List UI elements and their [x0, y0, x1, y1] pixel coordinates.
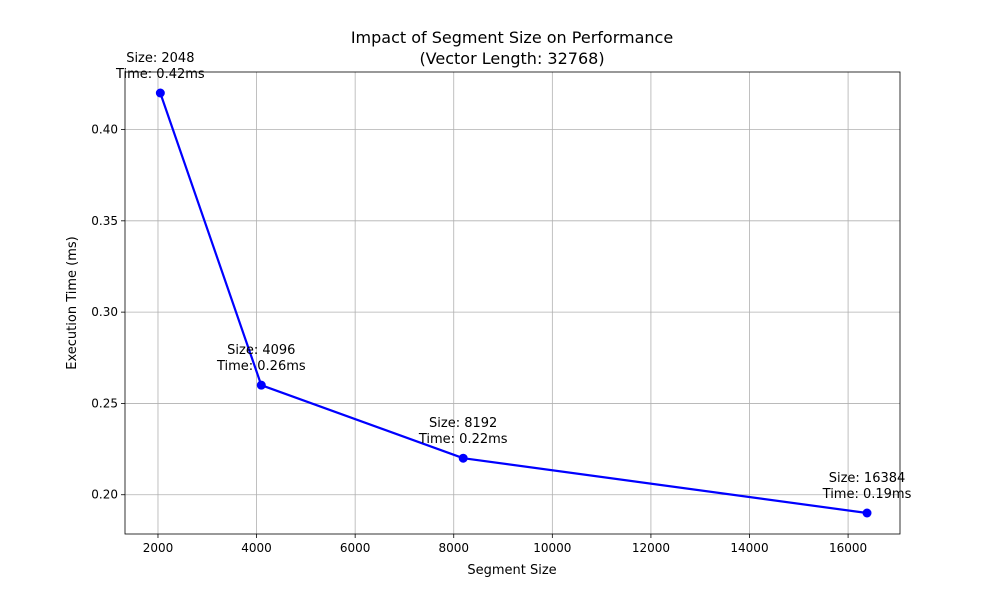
data-point — [155, 88, 165, 98]
data-label-time: Time: 0.19ms — [822, 487, 912, 502]
y-tick-label: 0.25 — [91, 396, 118, 410]
x-tick-label: 4000 — [241, 541, 272, 555]
data-label-time: Time: 0.22ms — [418, 432, 508, 447]
data-label-time: Time: 0.26ms — [216, 359, 306, 374]
y-tick-label: 0.30 — [91, 305, 118, 319]
plot-frame — [124, 71, 901, 535]
x-tick-label: 16000 — [829, 541, 867, 555]
data-label-size: Size: 4096 — [227, 343, 295, 358]
x-tick-label: 8000 — [438, 541, 469, 555]
x-tick-label: 10000 — [533, 541, 571, 555]
x-tick-label: 14000 — [730, 541, 768, 555]
data-point — [256, 380, 266, 390]
x-tick-label: 12000 — [632, 541, 670, 555]
y-axis-label: Execution Time (ms) — [65, 236, 80, 369]
data-label-time: Time: 0.42ms — [115, 67, 205, 82]
data-point — [862, 508, 872, 518]
y-tick-label: 0.20 — [91, 488, 118, 502]
y-tick-label: 0.40 — [91, 123, 118, 137]
grid-layer — [125, 72, 900, 534]
series-layer — [155, 88, 872, 518]
x-tick-label: 6000 — [340, 541, 371, 555]
y-tick-label: 0.35 — [91, 214, 118, 228]
axes-layer: 2000 4000 6000 8000 10000 12000 14000 16000 0.20… — [91, 71, 901, 555]
x-axis-label: Segment Size — [467, 563, 556, 578]
chart-title: Impact of Segment Size on Performance — [351, 28, 673, 47]
data-label-size: Size: 16384 — [829, 471, 906, 486]
data-point — [458, 453, 468, 463]
series-line — [159, 92, 868, 515]
chart-subtitle: (Vector Length: 32768) — [419, 49, 604, 68]
x-tick-label: 2000 — [143, 541, 174, 555]
data-label-size: Size: 2048 — [126, 51, 194, 66]
data-label-size: Size: 8192 — [429, 416, 497, 431]
